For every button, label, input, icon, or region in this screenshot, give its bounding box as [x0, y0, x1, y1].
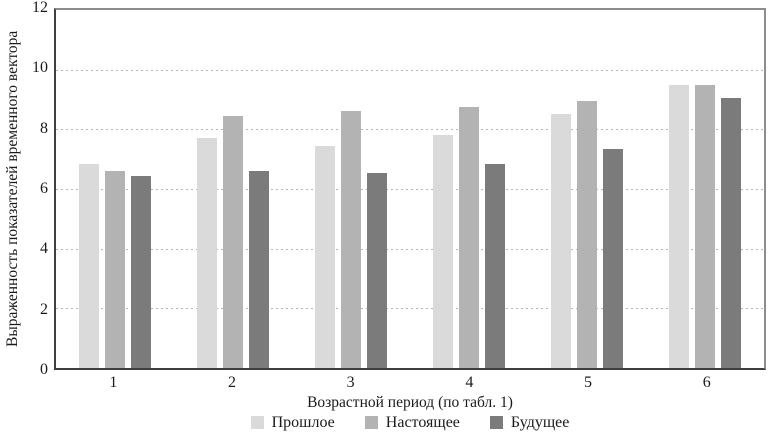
bar-future-1: [131, 175, 151, 368]
legend-item-past: Прошлое: [250, 414, 335, 431]
legend-label-past: Прошлое: [271, 414, 335, 431]
legend-swatch-present: [364, 416, 378, 429]
y-tick-label-12: 12: [32, 0, 48, 16]
bar-group-4: [433, 10, 505, 368]
legend-item-future: Будущее: [489, 414, 570, 431]
y-tick-label-8: 8: [40, 119, 48, 137]
bar-past-2: [197, 138, 217, 368]
bar-past-6: [669, 84, 689, 368]
x-axis-title: Возрастной период (по табл. 1): [307, 394, 513, 411]
y-axis-title: Выраженность показателей временного вект…: [4, 30, 21, 348]
y-tick-label-6: 6: [40, 180, 48, 197]
bar-group-3: [315, 10, 387, 368]
legend-label-present: Настоящее: [385, 414, 460, 431]
bar-future-3: [367, 172, 387, 368]
bar-present-4: [459, 106, 479, 368]
x-axis-ticks: 1 2 3 4 5 6: [54, 374, 766, 392]
gridline-4: [56, 248, 764, 250]
gridline-6: [56, 189, 764, 190]
bar-groups: [56, 10, 764, 368]
bar-present-3: [341, 111, 361, 368]
y-axis-ticks: 0 2 4 6 8 10 12: [24, 0, 50, 378]
y-tick-label-0: 0: [40, 361, 48, 378]
gridline-10: [56, 69, 764, 71]
bar-present-5: [577, 101, 597, 368]
legend-item-present: Настоящее: [364, 414, 460, 431]
legend-swatch-future: [489, 416, 503, 429]
bar-future-2: [249, 171, 269, 368]
bar-future-4: [485, 163, 505, 368]
plot-area: [54, 8, 766, 370]
x-tick-label-5: 5: [584, 374, 593, 391]
bar-present-6: [695, 84, 715, 368]
bar-group-5: [551, 10, 623, 368]
bar-past-4: [433, 135, 453, 368]
x-tick-label-2: 2: [228, 374, 236, 391]
y-tick-label-4: 4: [40, 240, 48, 258]
bar-group-2: [197, 10, 269, 368]
bar-past-3: [315, 145, 335, 368]
gridline-8: [56, 129, 764, 131]
bar-present-2: [223, 115, 243, 368]
bar-present-1: [105, 171, 125, 368]
bar-past-1: [79, 163, 99, 368]
x-tick-label-3: 3: [346, 374, 355, 391]
y-tick-label-2: 2: [40, 300, 48, 318]
legend-swatch-past: [250, 416, 264, 429]
x-tick-label-6: 6: [702, 374, 711, 391]
bar-group-1: [79, 10, 151, 368]
bar-group-6: [669, 10, 741, 368]
legend: Прошлое Настоящее Будущее: [54, 414, 766, 431]
y-tick-label-10: 10: [32, 59, 48, 77]
gridline-2: [56, 308, 764, 310]
bar-future-6: [721, 98, 741, 368]
legend-label-future: Будущее: [510, 414, 570, 431]
x-tick-label-4: 4: [465, 374, 474, 391]
x-tick-label-1: 1: [109, 374, 118, 391]
bar-past-5: [551, 114, 571, 368]
bar-future-5: [603, 148, 623, 368]
